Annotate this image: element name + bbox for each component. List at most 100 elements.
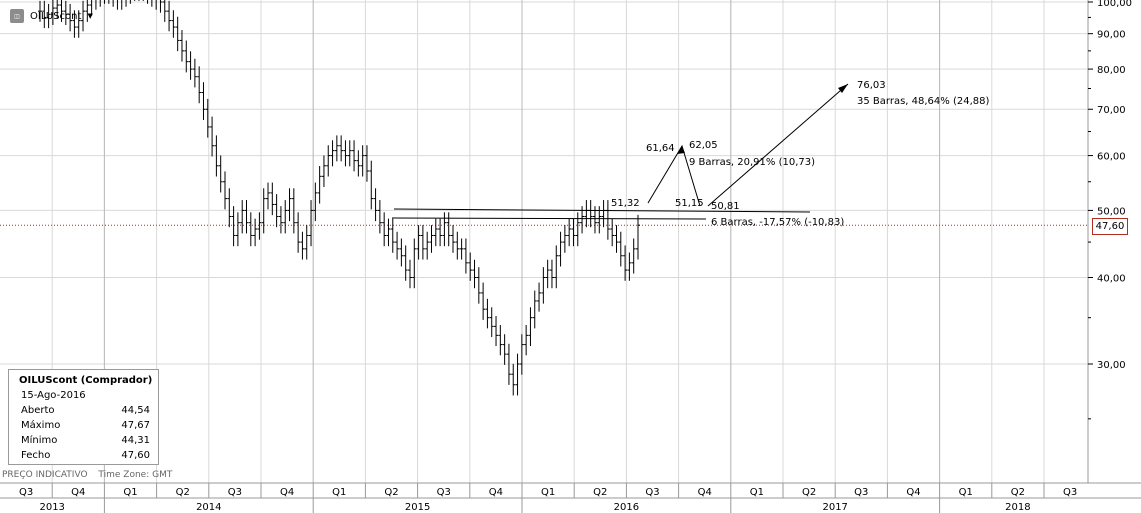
projection-line (707, 83, 849, 207)
ohlc-bar (81, 0, 86, 32)
ohlc-bar (300, 231, 305, 260)
ohlc-bar (420, 225, 425, 260)
ohlc-bar (339, 135, 344, 162)
ohlc-bar (240, 200, 245, 234)
data-window-title: OILUScont (Comprador) (19, 375, 153, 386)
ohlc-bar (571, 218, 576, 247)
ohlc-bar (89, 0, 93, 16)
ohlc-bar (386, 218, 391, 247)
annotation-label: 51,15 (675, 198, 704, 209)
x-quarter-label: Q3 (645, 487, 659, 498)
ohlc-bar (201, 82, 206, 120)
ohlc-bar (210, 116, 215, 157)
ohlc-bar (636, 214, 640, 260)
ohlc-bar (356, 150, 361, 177)
ohlc-bar (519, 334, 524, 375)
ohlc-bar (235, 212, 240, 247)
indicative-price-label: PREÇO INDICATIVO (2, 470, 88, 480)
ohlc-bar (287, 188, 292, 222)
ohlc-bar (360, 145, 365, 177)
ohlc-bar (99, 0, 101, 7)
y-tick-label: 40,00 (1097, 274, 1126, 285)
data-window-date: 15-Ago-2016 (21, 390, 86, 401)
ohlc-bar (545, 259, 550, 289)
ohlc-bar (549, 259, 554, 289)
ohlc-bar (506, 343, 511, 385)
low-value: 44,31 (121, 435, 150, 446)
ohlc-bar (167, 0, 172, 32)
ohlc-bar (304, 225, 309, 260)
ohlc-bar (244, 200, 249, 234)
ohlc-bar (155, 0, 157, 10)
annotation-label: 62,05 (689, 140, 718, 151)
x-year-label: 2017 (822, 502, 847, 513)
ohlc-bar (266, 182, 271, 210)
ohlc-bar (231, 206, 236, 247)
x-quarter-label: Q4 (71, 487, 85, 498)
ohlc-bar (68, 3, 73, 32)
ohlc-bar (476, 267, 481, 304)
x-quarter-label: Q3 (854, 487, 868, 498)
ohlc-bar (309, 200, 314, 247)
ohlc-bar (321, 155, 326, 188)
ohlc-bar (227, 188, 232, 228)
ohlc-bar (257, 212, 262, 240)
ohlc-bar (171, 10, 176, 38)
ohlc-bar (112, 0, 114, 7)
x-quarter-label: Q2 (176, 487, 190, 498)
data-window-row-low: Mínimo 44,31 (19, 433, 158, 448)
x-year-label: 2015 (405, 502, 430, 513)
x-quarter-label: Q4 (906, 487, 920, 498)
ohlc-bar (412, 238, 417, 289)
ohlc-bar (46, 3, 51, 29)
x-year-label: 2016 (614, 502, 639, 513)
ohlc-series (38, 0, 640, 396)
footer-note: PREÇO INDICATIVO Time Zone: GMT (2, 470, 172, 480)
data-window: OILUScont (Comprador) 15-Ago-2016 Aberto… (8, 369, 159, 465)
ohlc-bar (567, 218, 572, 247)
annotation-label: 50,81 (711, 201, 740, 212)
high-value: 47,67 (121, 420, 150, 431)
ohlc-bar (222, 171, 227, 210)
ohlc-bar (179, 30, 184, 62)
ohlc-bar (511, 363, 516, 396)
timezone-label: Time Zone: GMT (98, 470, 173, 480)
ohlc-bar (395, 231, 400, 260)
resistance-line (393, 208, 811, 213)
ohlc-bar (463, 238, 468, 274)
ohlc-bar (390, 218, 395, 253)
y-tick-label: 90,00 (1097, 30, 1126, 41)
ohlc-bar (610, 218, 615, 247)
ohlc-bar (214, 135, 219, 177)
data-window-row-open: Aberto 44,54 (19, 403, 158, 418)
ohlc-bar (377, 200, 382, 234)
ohlc-bar (364, 145, 369, 182)
y-tick-label: 80,00 (1097, 65, 1126, 76)
instrument-icon: ◫ (10, 9, 24, 23)
neckline (391, 217, 707, 220)
analysis-drawings (391, 83, 849, 220)
ohlc-bar (192, 58, 197, 88)
ohlc-bar (459, 238, 464, 260)
ohlc-bar (472, 259, 477, 289)
ohlc-bar (261, 188, 266, 234)
ohlc-bar (498, 324, 503, 356)
ohlc-bar (188, 51, 193, 80)
ohlc-bar (558, 231, 563, 267)
symbol-selector[interactable]: ◫ OILUScont ▼ (10, 8, 93, 24)
chevron-down-icon[interactable]: ▼ (87, 12, 93, 20)
ohlc-bar (554, 245, 559, 289)
ohlc-bar (283, 200, 288, 234)
ohlc-bar (121, 0, 123, 10)
ohlc-bar (159, 0, 163, 13)
ohlc-bar (218, 155, 223, 193)
ohlc-bar (433, 218, 438, 247)
ohlc-bar (614, 225, 619, 253)
ohlc-bar (541, 267, 546, 304)
ohlc-bar (532, 290, 537, 329)
ohlc-bar (403, 245, 408, 281)
ohlc-bar (407, 259, 412, 289)
annotation-label: 61,64 (646, 143, 675, 154)
